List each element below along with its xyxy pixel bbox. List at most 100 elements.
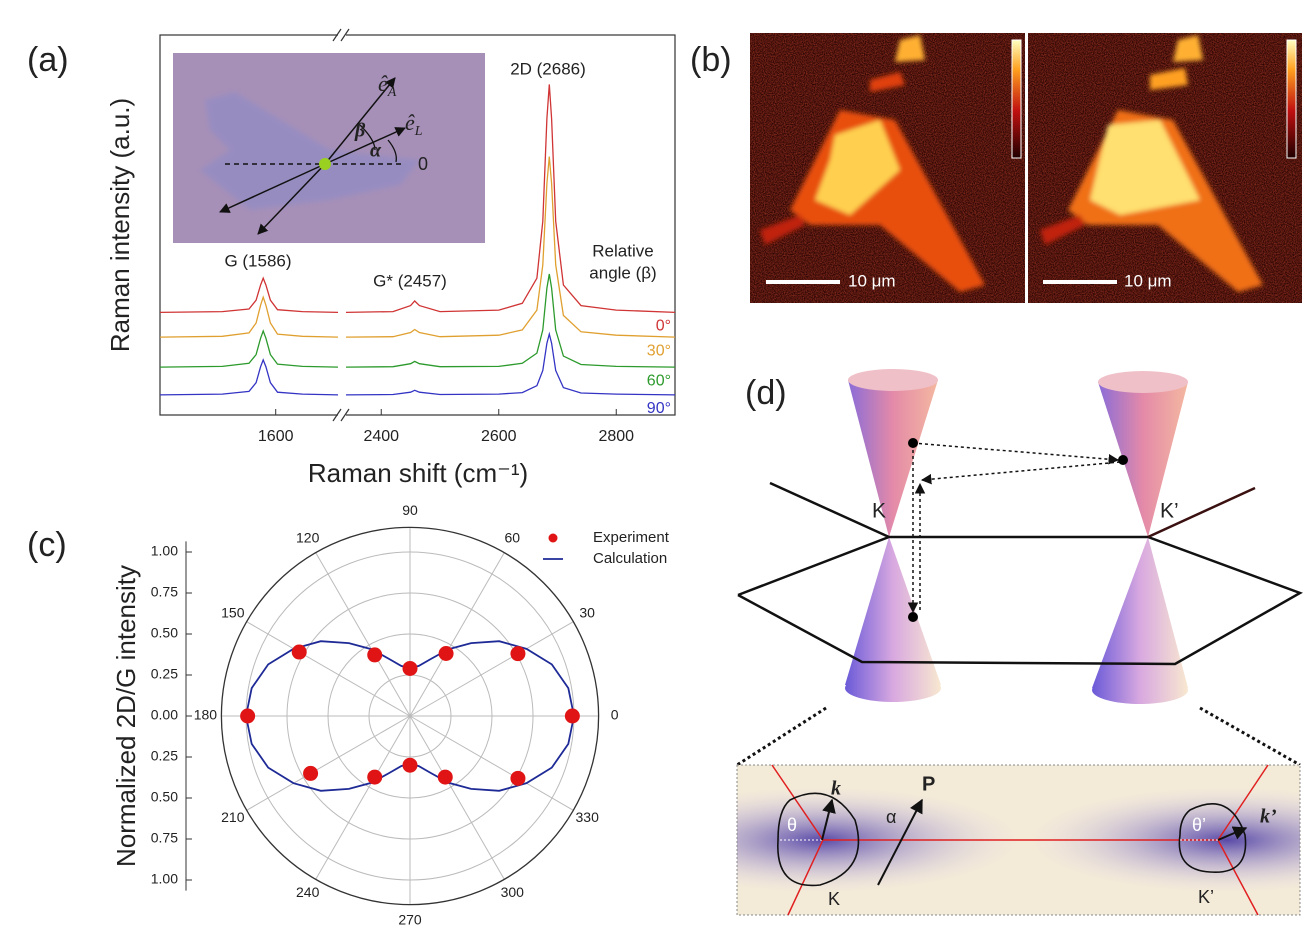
angle-arc — [359, 124, 376, 151]
photo-bg — [173, 53, 485, 243]
legend-marker — [548, 533, 558, 543]
y-tick-label: 0.50 — [151, 789, 178, 805]
symbol: θ’ — [1192, 815, 1206, 835]
flake — [1150, 68, 1188, 90]
legend-label: 30° — [647, 342, 671, 359]
panel-label: (c) — [27, 526, 67, 564]
flake — [1040, 215, 1085, 245]
peak-label: G (1586) — [224, 251, 291, 270]
grid-spoke — [409, 552, 505, 717]
spectrum-line — [159, 276, 339, 314]
spectrum-line — [345, 156, 676, 338]
colorbar — [1286, 39, 1297, 159]
constant-energy-contour — [1178, 803, 1247, 873]
experiment-point — [510, 770, 526, 786]
x-tick-label: 2800 — [598, 428, 634, 445]
theta-tick-label: 150 — [221, 604, 245, 620]
zoom-line — [736, 706, 827, 767]
zone-edge — [1147, 486, 1256, 539]
flake-core — [1090, 120, 1200, 215]
flake-core — [815, 120, 900, 215]
spectrum-line — [345, 273, 676, 368]
spectrum-line — [159, 329, 339, 368]
zero-label: 0 — [418, 154, 428, 174]
scatter-path — [912, 442, 1120, 465]
grid-spoke — [409, 621, 574, 717]
panel-label: (d) — [745, 374, 787, 412]
legend-label: 60° — [647, 372, 671, 389]
experiment-point — [564, 708, 580, 724]
experiment-point — [367, 769, 383, 785]
theta-tick-label: 120 — [296, 530, 320, 546]
angle-label: α — [370, 140, 382, 162]
panel-d: K K’ k P α θ θ’ k’ K K’ — [736, 369, 1303, 916]
grid-spoke — [246, 621, 411, 717]
cone — [1092, 537, 1188, 688]
theta-tick-label: 0 — [611, 707, 619, 723]
cone — [845, 537, 941, 685]
cone-rim — [845, 674, 941, 702]
flake — [895, 35, 925, 62]
theta-tick-label: 270 — [398, 911, 422, 927]
panel-label: (b) — [690, 41, 732, 79]
state-dot — [1118, 455, 1128, 465]
theta-tick-label: 30 — [579, 604, 595, 620]
x-tick-label: 2400 — [363, 428, 399, 445]
raman-chart: 1600 2400 2600 2800 0° 30° 60° 90° — [159, 28, 676, 445]
y-axis-label: Raman intensity (a.u.) — [105, 98, 135, 352]
valley-label: K — [872, 500, 886, 523]
peak-label: G* (2457) — [373, 271, 447, 290]
spectrum-line — [345, 331, 676, 396]
state-dot — [908, 438, 918, 448]
zoom-line — [1199, 706, 1301, 767]
axis-break — [332, 28, 350, 42]
cone — [848, 380, 938, 537]
theta-tick-label: 90 — [402, 502, 418, 518]
laser-spot — [319, 158, 331, 170]
x-tick-label: 1600 — [258, 428, 294, 445]
legend-label: 0° — [656, 318, 671, 335]
scale-label: 10 μm — [1124, 271, 1172, 290]
y-tick-label: 0.25 — [151, 666, 178, 682]
vector-label: êL — [405, 110, 423, 139]
angle-label: β — [354, 120, 366, 142]
spectrum-line — [159, 295, 339, 338]
vector-l — [324, 127, 406, 165]
symbol: α — [886, 807, 896, 827]
y-tick-label: 0.75 — [151, 584, 178, 600]
theta-tick-label: 330 — [576, 809, 600, 825]
grid-spoke — [315, 552, 411, 717]
polarization-vector — [877, 798, 923, 886]
panel-a: Raman intensity (a.u.) Raman shift (cm⁻¹… — [105, 53, 657, 488]
grid-spoke — [315, 715, 411, 880]
x-tick-label: 2600 — [481, 428, 517, 445]
cone — [1098, 382, 1188, 537]
spectrum-line — [345, 84, 676, 314]
legend-label: Calculation — [593, 550, 667, 567]
theta-tick-label: 180 — [194, 707, 218, 723]
axis-break-gap — [338, 31, 346, 39]
experiment-point — [437, 769, 453, 785]
symbol: P — [922, 773, 935, 795]
grid-spoke — [409, 715, 505, 880]
grid-spoke — [246, 715, 411, 811]
experiment-point — [402, 757, 418, 773]
grid-spoke — [409, 715, 574, 811]
spectrum-line — [159, 358, 339, 396]
y-tick-label: 0.50 — [151, 625, 178, 641]
theta-tick-label: 240 — [296, 884, 320, 900]
valley-label: K’ — [1198, 887, 1214, 907]
vector-l-back — [219, 163, 326, 213]
symbol: k — [831, 778, 841, 800]
scale-label: 10 μm — [848, 271, 896, 290]
symbol: k’ — [1260, 806, 1277, 828]
vector-label: êA — [378, 71, 397, 100]
panel-label: (a) — [27, 41, 69, 79]
legend-label: Experiment — [593, 529, 670, 546]
flake — [870, 72, 905, 92]
axis-break-gap — [338, 411, 346, 419]
experiment-point — [240, 708, 256, 724]
experiment-point — [303, 765, 319, 781]
valley-label: K’ — [1160, 500, 1179, 523]
